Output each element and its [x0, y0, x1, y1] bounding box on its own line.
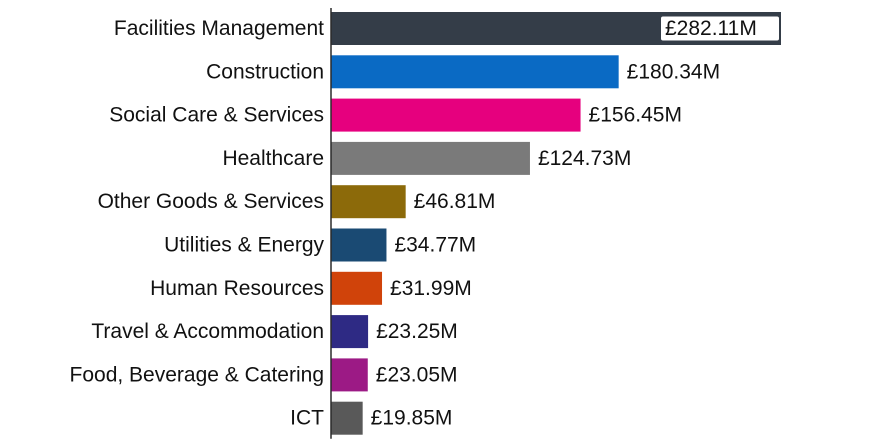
- category-label-food-beverage-and-catering: Food, Beverage & Catering: [70, 363, 324, 386]
- category-label-travel-and-accommodation: Travel & Accommodation: [91, 320, 324, 343]
- category-label-healthcare: Healthcare: [222, 147, 324, 170]
- bar-social-care-and-services: [331, 98, 581, 132]
- bar-food-beverage-and-catering: [331, 358, 368, 392]
- value-label-travel-and-accommodation: £23.25M: [376, 320, 458, 343]
- value-label-facilities-management: £282.11M: [665, 17, 757, 40]
- value-label-healthcare: £124.73M: [538, 147, 631, 170]
- category-label-construction: Construction: [206, 60, 324, 83]
- category-label-facilities-management: Facilities Management: [114, 17, 324, 40]
- value-label-social-care-and-services: £156.45M: [589, 104, 682, 127]
- value-label-food-beverage-and-catering: £23.05M: [376, 363, 458, 386]
- value-label-backing-facilities-management: [661, 16, 779, 41]
- bar-utilities-and-energy: [331, 228, 387, 262]
- category-label-social-care-and-services: Social Care & Services: [109, 104, 324, 127]
- category-labels-group: Facilities Management Construction Social …: [70, 17, 325, 430]
- bar-other-goods-and-services: [331, 185, 406, 219]
- value-labels-group: £282.11M £180.34M £156.45M £124.73M £46.81M £…: [371, 16, 779, 430]
- value-label-human-resources: £31.99M: [390, 277, 472, 300]
- value-label-ict: £19.85M: [371, 407, 453, 430]
- bar-healthcare: [331, 141, 530, 175]
- value-label-construction: £180.34M: [627, 60, 720, 83]
- category-label-ict: ICT: [290, 407, 324, 430]
- bar-construction: [331, 55, 619, 89]
- category-label-utilities-and-energy: Utilities & Energy: [164, 234, 324, 257]
- value-label-other-goods-and-services: £46.81M: [414, 190, 496, 213]
- category-label-human-resources: Human Resources: [150, 277, 324, 300]
- bar-travel-and-accommodation: [331, 315, 369, 349]
- category-label-other-goods-and-services: Other Goods & Services: [98, 190, 324, 213]
- bar-human-resources: [331, 271, 383, 305]
- value-label-utilities-and-energy: £34.77M: [394, 234, 476, 257]
- bar-ict: [331, 401, 363, 435]
